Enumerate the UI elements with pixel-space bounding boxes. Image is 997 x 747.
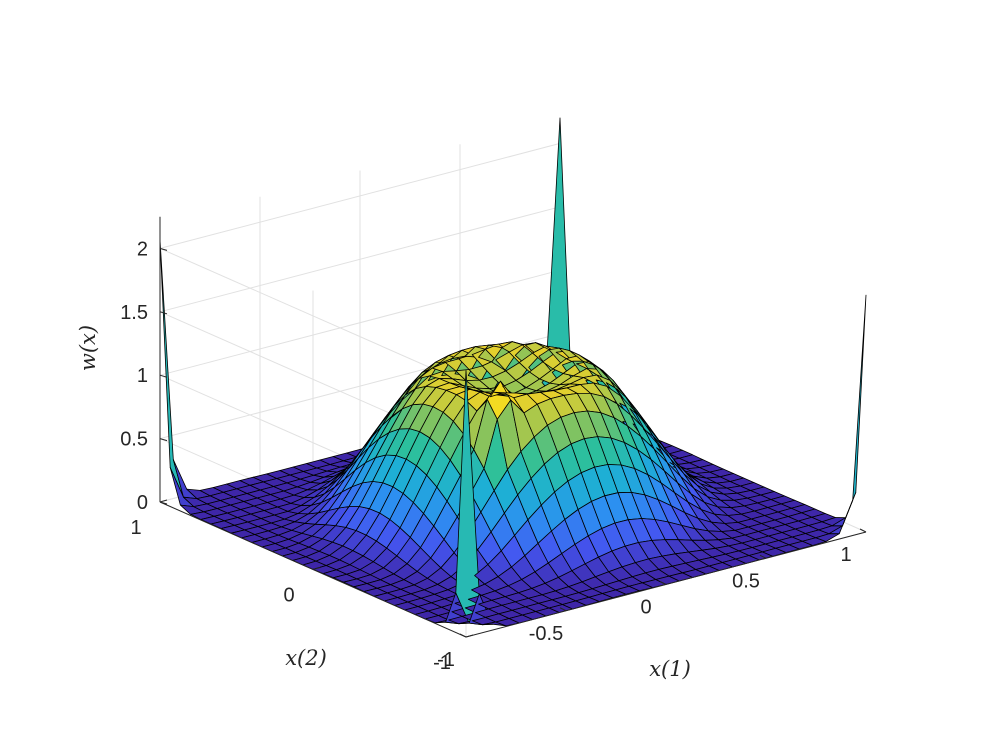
z-tick-mark: [159, 247, 168, 251]
z-tick-mark: [159, 374, 168, 378]
x-tick-mark: [659, 581, 667, 585]
z-tick-mark: [159, 501, 168, 505]
surface-patch: [842, 294, 867, 527]
z-tick-mark: [159, 311, 168, 315]
y-tick-label: 0: [283, 585, 294, 607]
z-tick-label: 1: [137, 365, 148, 387]
x-tick-label: 1: [840, 544, 851, 566]
x-tick-label: -0.5: [529, 623, 563, 645]
z-tick-label: 2: [137, 238, 148, 260]
z-tick-label: 0: [137, 492, 148, 514]
z-tick-label: 0.5: [120, 429, 148, 451]
z-axis-label: w(x): [76, 325, 100, 371]
y-tick-mark: [159, 499, 168, 503]
z-tick-label: 1.5: [120, 302, 148, 324]
y-tick-mark: [465, 634, 474, 638]
x-tick-mark: [459, 633, 467, 638]
x-tick-label: 0: [640, 597, 651, 619]
surface-plot: [159, 117, 867, 627]
x-axis-label: x(1): [649, 657, 691, 681]
x-tick-mark: [559, 607, 567, 612]
y-tick-mark: [312, 567, 321, 570]
chart-axes: -1 -0.5 0 0.5 1 -1 0 1 0 0.5 1 1.5 2: [120, 216, 867, 674]
x-tick-mark: [759, 554, 767, 559]
x-tick-mark: [859, 528, 867, 533]
x-tick-label: -1: [437, 649, 455, 671]
z-tick-mark: [159, 438, 168, 442]
x-tick-label: 0.5: [732, 570, 760, 592]
y-tick-label: 1: [130, 517, 141, 539]
surface-patch: [159, 239, 184, 498]
y-axis-label: x(2): [285, 646, 327, 670]
y-tick-label: -1: [433, 652, 451, 674]
